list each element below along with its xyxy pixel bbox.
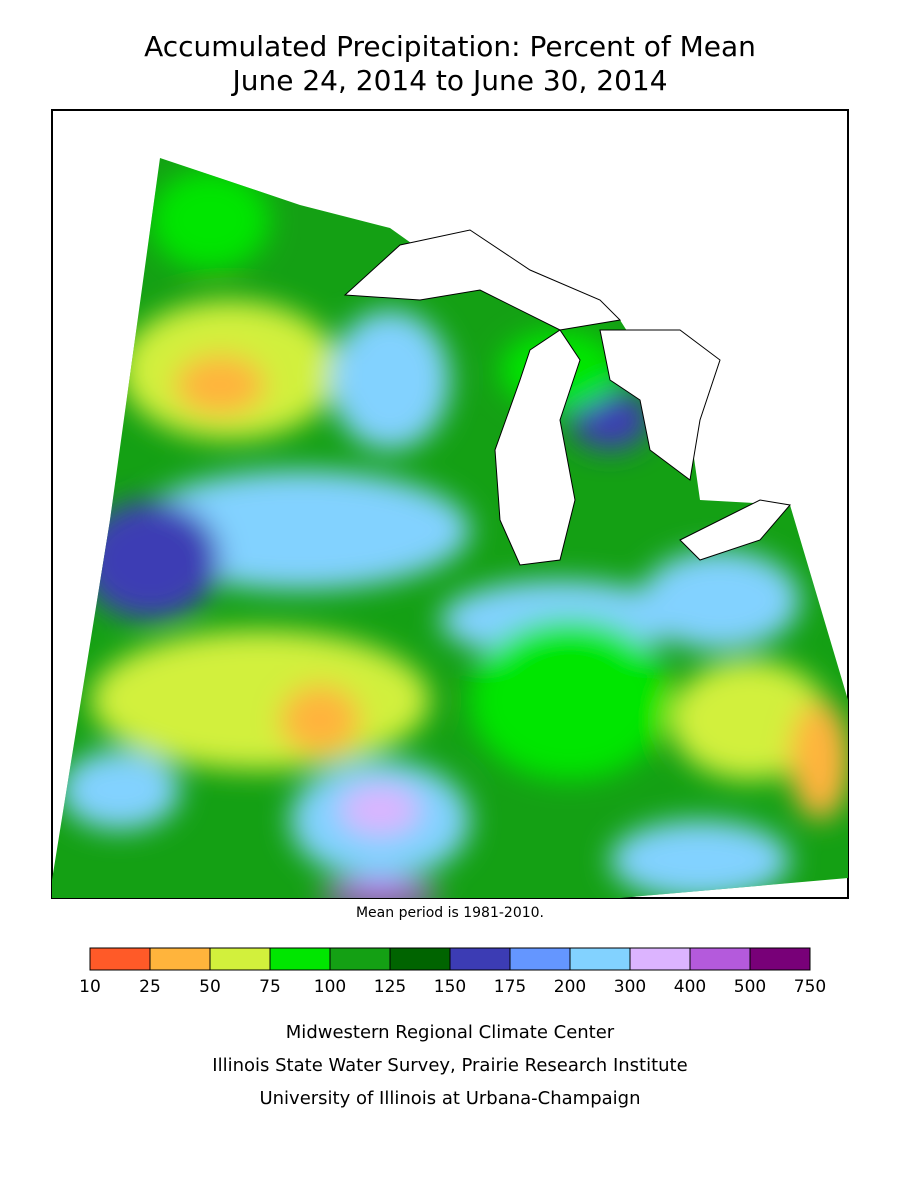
note: Mean period is 1981-2010. [356,905,544,921]
legend-tick-label: 10 [79,977,101,997]
legend-swatch [509,947,571,971]
legend-swatch [269,947,331,971]
legend-tick-label: 125 [374,977,406,997]
legend-swatch [389,947,451,971]
lakes [343,229,791,566]
legend-tick-label: 400 [674,977,706,997]
legend-swatch [689,947,751,971]
credit: University of Illinois at Urbana-Champai… [259,1088,640,1109]
legend-tick-label: 200 [554,977,586,997]
legend-tick-label: 100 [314,977,346,997]
subtitle: June 24, 2014 to June 30, 2014 [230,64,667,97]
title: Accumulated Precipitation: Percent of Me… [144,30,756,63]
legend-swatch [569,947,631,971]
legend-swatch [149,947,211,971]
legend-tick-label: 500 [734,977,766,997]
legend-tick-label: 300 [614,977,646,997]
legend-tick-label: 175 [494,977,526,997]
credit: Illinois State Water Survey, Prairie Res… [212,1055,687,1076]
legend-swatch [329,947,391,971]
legend-tick-label: 150 [434,977,466,997]
legend-tick-label: 25 [139,977,161,997]
legend-swatch [209,947,271,971]
legend-tick-label: 75 [259,977,281,997]
legend-swatch [749,947,811,971]
legend-swatch [449,947,511,971]
legend-swatch [89,947,151,971]
legend-tick-label: 750 [794,977,826,997]
legend-swatch [629,947,691,971]
credit: Midwestern Regional Climate Center [286,1022,615,1043]
legend: 10 25 50 75 100 125 150 175 200 300 400 500 750 [79,947,826,997]
legend-tick-label: 50 [199,977,221,997]
